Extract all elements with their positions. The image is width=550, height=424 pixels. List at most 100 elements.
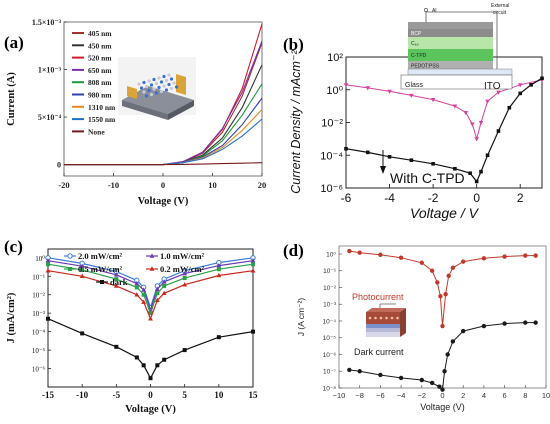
data-point: [435, 280, 440, 285]
data-point: [46, 316, 50, 321]
data-point: [438, 294, 443, 299]
inset-label-circuit: circuit: [493, 10, 507, 16]
data-point: [481, 323, 487, 329]
legend-label: 450 nm: [88, 41, 112, 50]
data-point: [80, 267, 85, 272]
x-tick-label: -6: [341, 191, 352, 205]
inset-molecule: [144, 84, 149, 89]
inset-layer-label: BCP: [411, 31, 422, 37]
x-axis-label: Voltage (V): [138, 196, 189, 207]
y-tick-label: 10⁻⁶: [323, 352, 337, 359]
inset-layer-pedot: [408, 61, 493, 69]
data-point: [182, 348, 187, 353]
data-point: [365, 86, 371, 91]
data-point: [216, 267, 221, 272]
inset-layer-ctpd: [408, 49, 493, 61]
data-point: [387, 155, 392, 159]
inset-particle: [374, 316, 377, 320]
data-point: [148, 311, 153, 316]
data-point: [470, 122, 475, 127]
data-point: [365, 150, 370, 155]
x-tick-label: 20: [258, 180, 267, 190]
inset-particle: [385, 316, 388, 320]
y-tick-label: 10⁻⁷: [323, 369, 337, 376]
inset-layer-ito: [407, 68, 513, 76]
data-point: [429, 268, 435, 273]
data-point: [347, 248, 352, 254]
legend-marker: [149, 253, 155, 258]
x-tick-label: 4: [482, 391, 486, 400]
data-point: [141, 292, 146, 297]
annotation-with-ctpd: With C-TPD: [390, 170, 465, 186]
data-point: [507, 105, 512, 110]
x-tick-label: 0: [440, 391, 444, 400]
y-tick-label: 10⁻³: [32, 310, 45, 318]
series-line-illuminated: [345, 79, 543, 141]
data-point: [485, 153, 490, 158]
data-point: [502, 254, 507, 259]
data-point: [517, 83, 523, 88]
x-tick-label: 0: [473, 191, 480, 205]
data-point: [161, 279, 167, 284]
panel-a-letter: (a): [4, 33, 24, 52]
panel-d: (d) −10 −8 −6 −4 −2 0 2 4 6 8 10 10⁻⁸ 10⁻⁷ 10⁻⁶ 10⁻⁵ 10⁻…: [283, 241, 550, 412]
data-point: [533, 320, 538, 325]
inset-molecule: [152, 87, 156, 91]
y-tick-label: 10⁰: [326, 85, 343, 97]
data-point: [148, 316, 153, 321]
data-point: [162, 357, 167, 362]
inset-layer-glass: [400, 74, 513, 90]
data-point: [155, 291, 160, 296]
inset-layer-c60: [408, 37, 493, 49]
data-point: [430, 98, 436, 103]
x-tick-label: −8: [355, 391, 364, 400]
x-tick-label: 15: [249, 390, 259, 400]
data-point: [437, 384, 442, 389]
y-tick-label: 10⁻⁶: [32, 366, 46, 374]
data-point: [343, 83, 349, 88]
data-point: [461, 328, 466, 334]
series-line-none: [64, 162, 263, 166]
data-point: [481, 256, 487, 261]
data-point: [442, 369, 447, 374]
data-point: [182, 282, 188, 287]
x-axis-label: Voltage / V: [410, 205, 480, 221]
data-point: [523, 320, 528, 325]
x-tick-label: -20: [58, 180, 69, 190]
inset-label-al: Al: [432, 8, 436, 14]
data-point: [79, 263, 85, 269]
data-point: [182, 276, 187, 281]
data-point: [134, 285, 139, 290]
data-point: [46, 262, 50, 267]
inset-substrate-top: [122, 86, 194, 114]
data-point: [134, 281, 140, 286]
x-tick-label: 0: [161, 180, 165, 190]
legend-label: 405 nm: [88, 29, 112, 38]
x-tick-label: -2: [428, 191, 439, 205]
inset-molecule: [167, 82, 171, 87]
data-point: [518, 91, 523, 96]
data-point: [114, 277, 119, 282]
inset-molecule: [169, 77, 174, 81]
legend-label: 1310 nm: [88, 103, 116, 112]
inset-layer-label: PEDOT:PSS: [411, 64, 440, 70]
y-tick-label: 5×10⁻⁴: [38, 113, 62, 122]
data-point: [496, 90, 501, 95]
inset-electrode-right: [176, 74, 186, 95]
inset-layer-glass: [366, 332, 400, 337]
y-tick-label: 10⁻⁶: [320, 183, 343, 195]
legend-label: dark: [110, 277, 128, 287]
inset-molecule: [149, 92, 154, 97]
data-point: [141, 363, 146, 368]
inset-layer-label: C-TPD: [411, 53, 427, 59]
data-point: [114, 344, 119, 349]
y-tick-label: 10⁻²: [321, 118, 343, 130]
data-point: [251, 262, 255, 267]
data-point: [485, 99, 490, 104]
x-tick-label: −6: [376, 391, 385, 400]
y-tick-label: 10⁻⁴: [32, 329, 46, 337]
data-point: [398, 255, 404, 260]
inset-molecule: [139, 86, 144, 90]
data-point: [134, 355, 139, 360]
